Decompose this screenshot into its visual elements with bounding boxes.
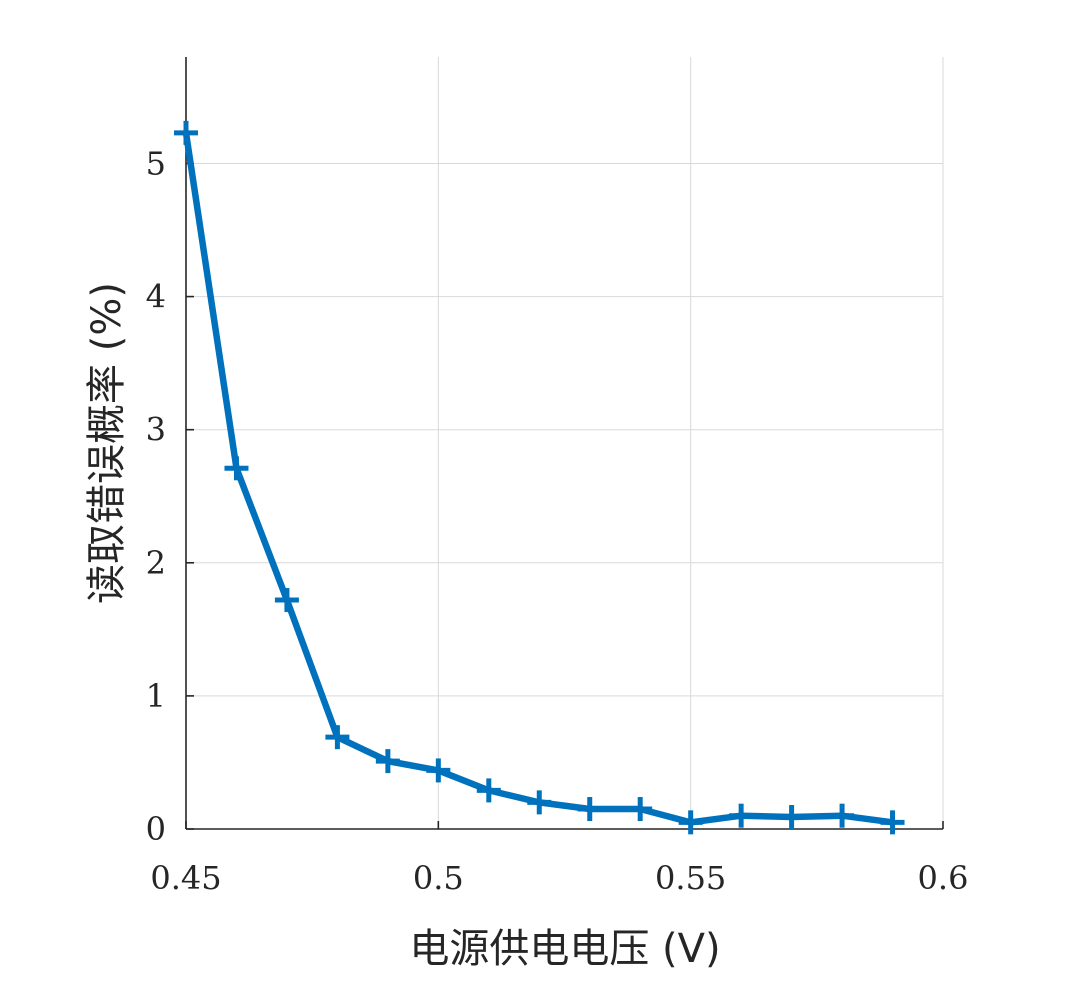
x-axis-title: 电源供电电压 (V) [409,926,720,972]
x-tick-label-3: 0.6 [918,859,969,897]
data-point [577,797,602,822]
data-point [628,797,653,822]
y-tick-label-2: 2 [146,544,166,582]
y-tick-label-1: 1 [146,677,166,715]
data-point [880,810,905,835]
tick-labels: 0.45 0.5 0.55 0.6 0 1 2 3 4 5 [146,144,969,897]
data-point [678,810,703,835]
x-tick-label-2: 0.55 [655,859,726,897]
series [182,129,896,826]
data-point [779,805,804,830]
data-point [729,803,754,828]
axes [185,57,943,830]
data-point [224,456,249,481]
x-tick-label-1: 0.5 [413,859,464,897]
data-point [274,588,299,613]
data-point [325,725,350,750]
markers [174,120,905,835]
y-tick-label-4: 4 [146,278,166,316]
y-tick-label-3: 3 [146,411,166,449]
grid [186,57,944,829]
data-point [375,749,400,774]
series-line-0 [182,129,896,826]
y-tick-label-0: 0 [146,810,166,848]
y-axis-title: 读取错误概率 (%) [84,282,130,604]
y-tick-label-5: 5 [146,144,166,182]
data-point [527,790,552,815]
data-point [426,758,451,783]
data-point [830,803,855,828]
x-tick-label-0: 0.45 [150,859,221,897]
tick-marks [185,162,944,830]
data-point [174,120,198,145]
data-point [476,778,501,803]
